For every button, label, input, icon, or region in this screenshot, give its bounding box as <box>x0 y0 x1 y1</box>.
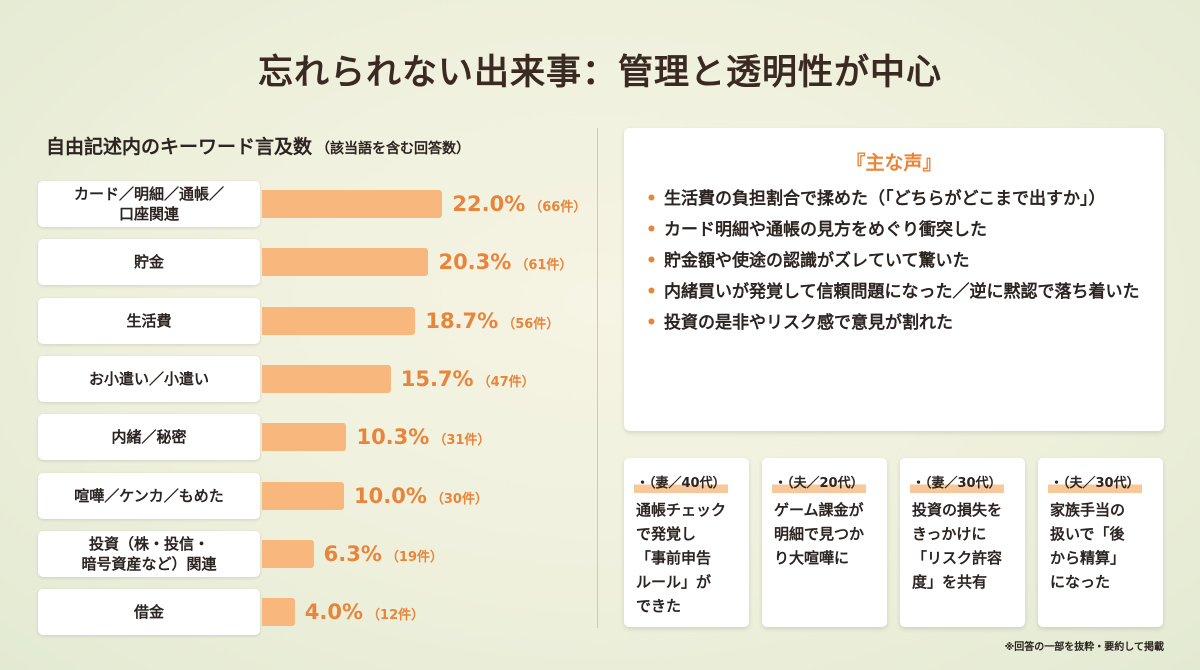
value-count: （19件） <box>385 549 443 565</box>
value-count: （61件） <box>515 258 573 274</box>
value-label: 18.7% （56件） <box>425 307 559 335</box>
quote-card-text: 投資の損失を きっかけに 「リスク許容 度」を共有 <box>912 501 1003 591</box>
voices-list: • 生活費の負担割合で揉めた（「どちらがどこまで出すか」） • カード明細や通帳の見… <box>646 186 1146 341</box>
category-label: 借金 <box>38 589 260 636</box>
voice-item: • 内緒買いが発覚して信頼問題になった／逆に黙認で落ち着いた <box>646 279 1146 306</box>
quote-card-head: ・（妻／40代） <box>634 472 728 493</box>
value-percent: 10.3% <box>356 425 430 450</box>
value-label: 10.0% （30件） <box>354 482 488 510</box>
bar <box>262 306 416 335</box>
value-label: 20.3% （61件） <box>438 248 572 276</box>
category-label: 貯金 <box>38 239 260 286</box>
value-percent: 20.3% <box>438 250 512 275</box>
keyword-bar-chart: カード／明細／通帳／ 口座関連 22.0% （66件） 貯金 20.3% （61件） 生活費… <box>38 181 587 636</box>
bullet-icon: • <box>646 282 657 302</box>
quote-card: ・（夫／20代） ゲーム課金が 明細で見つか り大喧嘩に <box>762 458 887 627</box>
bullet-icon: • <box>646 313 657 333</box>
value-percent: 10.0% <box>354 483 427 508</box>
voices-title: 『主な声』 <box>846 152 942 174</box>
value-label: 22.0% （66件） <box>452 190 586 218</box>
voice-item-text: 内緒買いが発覚して信頼問題になった／逆に黙認で落ち着いた <box>664 282 1140 302</box>
value-count: （30件） <box>430 491 488 507</box>
voice-item-text: 貯金額や使途の認識がズレていて驚いた <box>664 251 970 271</box>
value-count: （31件） <box>433 433 491 449</box>
value-percent: 15.7% <box>400 366 474 391</box>
chart-heading-main: 自由記述内のキーワード言及数 <box>46 136 313 158</box>
voice-item: • 貯金額や使途の認識がズレていて驚いた <box>646 248 1146 275</box>
category-label: お小遣い／小遣い <box>38 355 260 402</box>
quote-card-head: ・（夫／30代） <box>1048 472 1142 493</box>
quote-card: ・（妻／40代） 通帳チェック で発覚し 「事前申告 ルール」が できた <box>624 458 749 627</box>
bar <box>262 248 429 277</box>
quote-card-head: ・（夫／20代） <box>772 472 866 493</box>
value-percent: 4.0% <box>304 600 364 625</box>
value-percent: 18.7% <box>425 308 499 333</box>
bar <box>262 598 295 627</box>
value-count: （47件） <box>477 374 535 390</box>
main-voices-panel: 『主な声』 • 生活費の負担割合で揉めた（「どちらがどこまで出すか」） • カード明… <box>624 128 1164 431</box>
bar <box>262 190 443 218</box>
chart-heading-sub: （該当語を含む回答数） <box>316 141 471 157</box>
value-percent: 22.0% <box>452 192 526 216</box>
bullet-icon: • <box>646 189 657 209</box>
page-title: 忘れられない出来事：管理と透明性が中心 <box>257 53 942 93</box>
category-label: 投資（株・投信・ 暗号資産など）関連 <box>38 530 260 577</box>
voice-item: • 生活費の負担割合で揉めた（「どちらがどこまで出すか」） <box>646 186 1146 213</box>
voice-item-text: カード明細や通帳の見方をめぐり衝突した <box>664 220 987 240</box>
quote-card-text: 家族手当の 扱いで「後 から精算」 になった <box>1050 501 1126 591</box>
value-label: 10.3% （31件） <box>356 423 490 451</box>
bar <box>262 481 344 510</box>
quote-card-text: ゲーム課金が 明細で見つか り大喧嘩に <box>774 501 865 567</box>
value-count: （12件） <box>367 608 425 624</box>
quote-card-text: 通帳チェック で発覚し 「事前申告 ルール」が できた <box>636 501 727 615</box>
quote-card: ・（妻／30代） 投資の損失を きっかけに 「リスク許容 度」を共有 <box>900 458 1025 627</box>
value-label: 15.7% （47件） <box>401 365 535 393</box>
bar <box>262 423 347 452</box>
category-label: カード／明細／通帳／ 口座関連 <box>38 181 260 227</box>
bar <box>262 539 314 568</box>
voice-item: • 投資の是非やリスク感で意見が割れた <box>646 310 1146 337</box>
value-percent: 6.3% <box>323 541 382 566</box>
category-label: 内緒／秘密 <box>38 414 260 461</box>
voice-item: • カード明細や通帳の見方をめぐり衝突した <box>646 217 1146 244</box>
quote-card-head: ・（妻／30代） <box>910 472 1004 493</box>
voice-item-text: 生活費の負担割合で揉めた（「どちらがどこまで出すか」） <box>664 189 1106 209</box>
bullet-icon: • <box>646 251 657 271</box>
chart-heading: 自由記述内のキーワード言及数 （該当語を含む回答数） <box>46 132 470 159</box>
quote-card: ・（夫／30代） 家族手当の 扱いで「後 から精算」 になった <box>1038 458 1163 627</box>
value-label: 4.0% （12件） <box>305 598 424 626</box>
divider <box>597 128 598 628</box>
category-label: 生活費 <box>38 297 260 344</box>
voice-item-text: 投資の是非やリスク感で意見が割れた <box>664 313 953 333</box>
value-count: （66件） <box>529 200 587 215</box>
value-label: 6.3% （19件） <box>324 540 443 568</box>
bullet-icon: • <box>646 220 657 240</box>
category-label: 喧嘩／ケンカ／もめた <box>38 472 260 519</box>
footnote: ※回答の一部を抜粋・要約して掲載 <box>1004 642 1164 653</box>
bar <box>262 364 391 393</box>
value-count: （56件） <box>502 316 560 332</box>
